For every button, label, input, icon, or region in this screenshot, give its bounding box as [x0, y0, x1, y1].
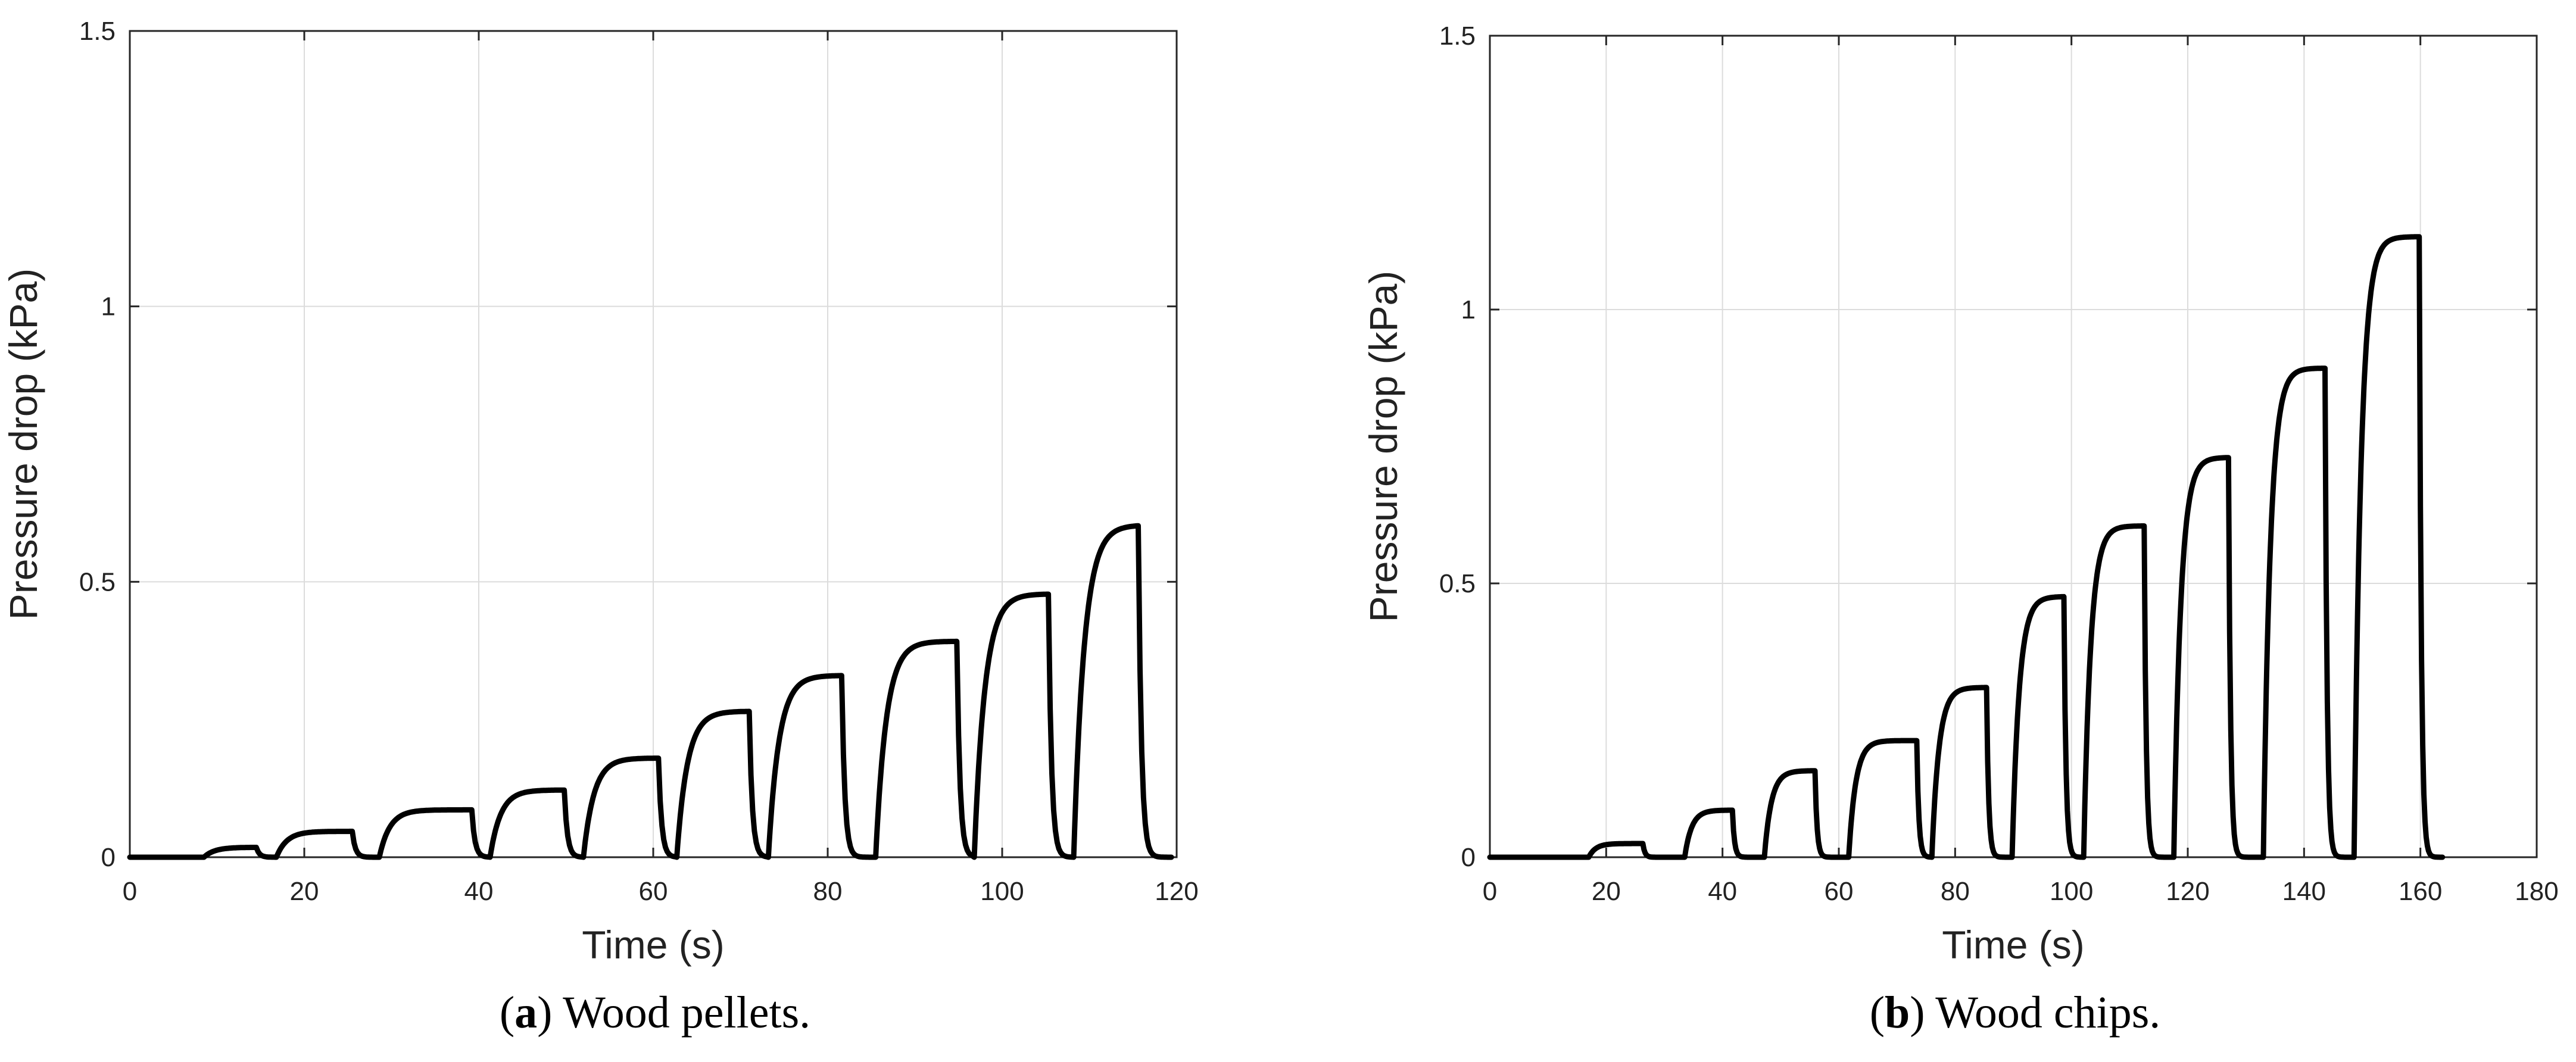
y-axis-label: Pressure drop (kPa): [1, 268, 45, 620]
y-tick-label: 0.5: [79, 567, 116, 596]
x-tick-label: 60: [639, 877, 668, 906]
x-tick-label: 20: [1592, 877, 1621, 906]
x-tick-label: 80: [1941, 877, 1970, 906]
x-tick-label: 120: [2166, 877, 2209, 906]
x-tick-label: 40: [1708, 877, 1737, 906]
panel-caption: (a) Wood pellets.: [500, 988, 810, 1038]
x-tick-label: 0: [1483, 877, 1497, 906]
y-tick-label: 0: [101, 843, 116, 872]
x-tick-label: 180: [2515, 877, 2558, 906]
chart-panel-b: 0 20 40 60 80 100 120 140 160 180 0 0.5 1 1.5 Time (s)…: [1361, 21, 2559, 1038]
y-tick-label: 1: [1461, 295, 1476, 324]
panel-caption: (b) Wood chips.: [1870, 988, 2161, 1038]
plot-frame: [1489, 35, 2538, 858]
y-tick-label: 1: [101, 292, 116, 321]
y-tick-label: 0: [1461, 843, 1476, 872]
x-tick-label: 0: [123, 877, 137, 906]
y-tick-label: 0.5: [1439, 569, 1476, 598]
x-tick-label: 140: [2282, 877, 2326, 906]
y-tick-label: 1.5: [79, 17, 116, 46]
x-tick-label: 60: [1825, 877, 1854, 906]
caption-letter: b: [1885, 988, 1910, 1038]
series-line: [1487, 234, 2446, 860]
caption-text: ) Wood pellets.: [537, 988, 810, 1038]
x-axis-label: Time (s): [1942, 923, 2085, 967]
x-tick-label: 40: [464, 877, 494, 906]
x-tick-label: 120: [1155, 877, 1198, 906]
x-tick-label: 100: [2050, 877, 2093, 906]
series-line: [127, 523, 1174, 860]
x-tick-label: 100: [980, 877, 1024, 906]
caption-letter: a: [514, 988, 537, 1038]
y-tick-label: 1.5: [1439, 21, 1476, 51]
y-axis-label: Pressure drop (kPa): [1361, 271, 1405, 623]
x-tick-label: 160: [2399, 877, 2442, 906]
x-tick-label: 80: [813, 877, 843, 906]
caption-open-paren: (: [500, 988, 514, 1038]
x-tick-label: 20: [290, 877, 319, 906]
x-axis-label: Time (s): [582, 923, 725, 967]
caption-open-paren: (: [1870, 988, 1885, 1038]
caption-text: ) Wood chips.: [1910, 988, 2160, 1038]
chart-panel-a: 0 20 40 60 80 100 120 0 0.5 1 1.5 Time (s) Pressure …: [1, 17, 1199, 1038]
